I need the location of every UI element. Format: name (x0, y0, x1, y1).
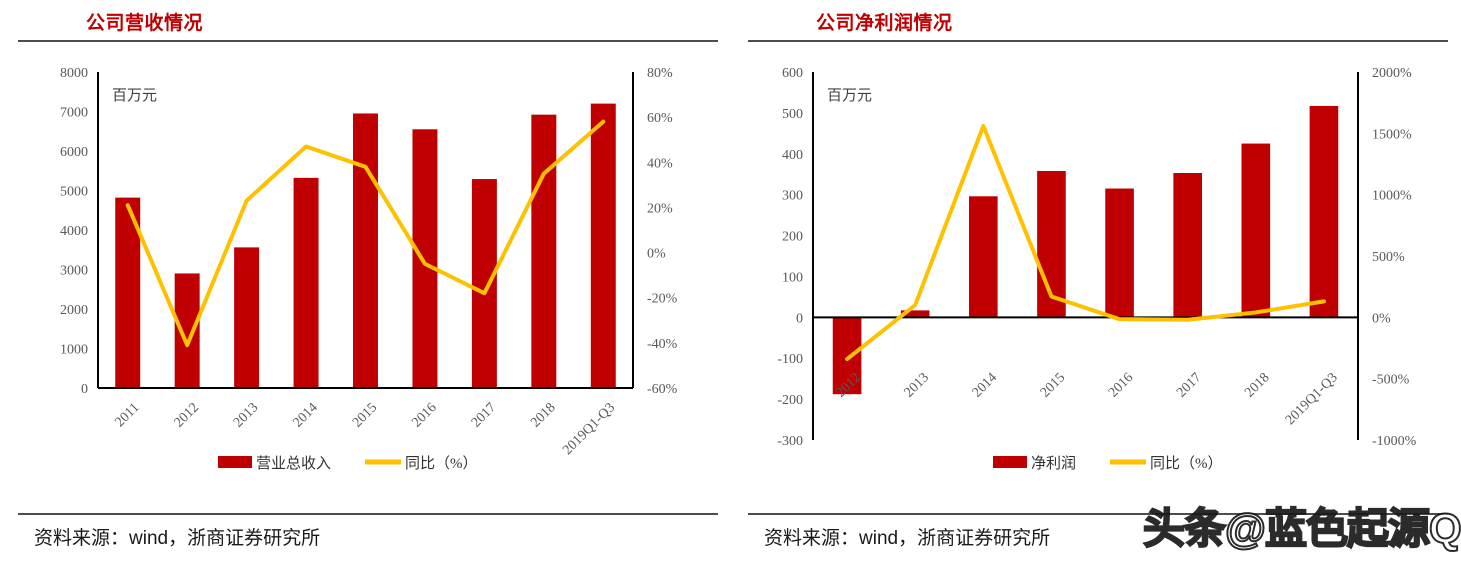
line-series-revenue (125, 119, 606, 348)
y-axis-unit-revenue: 百万元 (112, 88, 157, 104)
y2-axis-tick-revenue: -60% (647, 382, 678, 397)
bar-netprofit (1173, 172, 1202, 318)
y2-axis-tick-netprofit: 0% (1372, 311, 1391, 326)
y-axis-tick-revenue: 4000 (60, 224, 88, 239)
bar-netprofit (900, 310, 930, 318)
bar-revenue (174, 273, 200, 388)
y-axis-tick-revenue: 1000 (60, 343, 88, 358)
bottom-divider-left (18, 513, 718, 515)
source-note-left: 资料来源：wind，浙商证券研究所 (34, 523, 320, 550)
x-axis-tick-netprofit: 2015 (1038, 370, 1068, 400)
y2-axis-tick-netprofit: -500% (1372, 373, 1410, 388)
bar-netprofit (969, 196, 998, 318)
x-axis-tick-netprofit: 2013 (902, 370, 932, 400)
y-axis-tick-netprofit: 500 (782, 107, 803, 122)
y2-axis-tick-revenue: -40% (647, 337, 678, 352)
line-series-netprofit (845, 123, 1326, 362)
x-axis-tick-netprofit: 2019Q1-Q3 (1283, 370, 1341, 428)
y-axis-tick-revenue: 8000 (60, 66, 88, 81)
x-axis-tick-revenue: 2012 (172, 400, 202, 430)
bar-revenue (293, 177, 319, 388)
y-axis-tick-revenue: 3000 (60, 264, 88, 279)
legend-label-netprofit: 同比（%） (1150, 455, 1223, 472)
y2-axis-tick-netprofit: -1000% (1372, 434, 1417, 449)
x-axis-tick-revenue: 2016 (409, 400, 439, 430)
source-latin-right: wind (859, 528, 899, 549)
y-axis-tick-netprofit: -200 (777, 393, 803, 408)
y-axis-tick-revenue: 6000 (60, 145, 88, 160)
x-axis-tick-netprofit: 2016 (1106, 370, 1136, 400)
x-axis-tick-revenue: 2013 (231, 400, 261, 430)
x-axis-tick-revenue: 2015 (350, 400, 380, 430)
y-axis-tick-netprofit: 0 (796, 311, 803, 326)
bar-netprofit (1105, 188, 1134, 318)
panel-netprofit: 公司净利润情况 -300 -200 -100 0 100 200 300 400 500 600-… (748, 0, 1448, 566)
y2-axis-tick-revenue: 40% (647, 156, 673, 171)
y-axis-tick-revenue: 7000 (60, 106, 88, 121)
bar-netprofit (1309, 105, 1339, 318)
source-suffix-right: ，浙商证券研究所 (898, 528, 1051, 549)
y-axis-tick-netprofit: -100 (777, 352, 803, 367)
y2-axis-tick-revenue: -20% (647, 292, 678, 307)
x-axis-tick-revenue: 2019Q1-Q3 (560, 400, 618, 458)
source-latin-left: wind (129, 528, 169, 549)
source-prefix-right: 资料来源： (764, 528, 860, 549)
title-divider-right (748, 40, 1448, 42)
bar-revenue (412, 129, 438, 388)
y2-axis-tick-netprofit: 500% (1372, 250, 1405, 265)
chart-canvas-netprofit: -300 -200 -100 0 100 200 300 400 500 600 -1000% -50… (777, 66, 1417, 472)
source-note-right: 资料来源：wind，浙商证券研究所 (764, 523, 1050, 550)
x-axis-tick-revenue: 2014 (290, 400, 320, 430)
bar-revenue (353, 113, 378, 388)
legend-label-netprofit: 净利润 (1031, 455, 1076, 472)
y2-axis-tick-netprofit: 1000% (1372, 189, 1412, 204)
y-axis-tick-revenue: 2000 (60, 303, 88, 318)
bar-revenue (590, 103, 616, 388)
x-axis-tick-revenue: 2018 (528, 400, 558, 430)
y2-axis-tick-revenue: 20% (647, 201, 673, 216)
bottom-divider-right (748, 513, 1448, 515)
panel-title-revenue: 公司营收情况 (86, 13, 204, 34)
y-axis-tick-netprofit: 100 (782, 270, 803, 285)
y-axis-tick-netprofit: 300 (782, 189, 803, 204)
bar-revenue (531, 114, 557, 388)
legend-swatch-bar-revenue (218, 456, 252, 468)
x-axis-tick-netprofit: 2018 (1242, 370, 1272, 400)
x-axis-tick-netprofit: 2017 (1174, 370, 1204, 400)
title-divider-left (18, 40, 718, 42)
y2-axis-tick-netprofit: 2000% (1372, 66, 1412, 81)
y2-axis-tick-netprofit: 1500% (1372, 127, 1412, 142)
x-axis-tick-revenue: 2017 (469, 400, 499, 430)
panel-revenue: 公司营收情况 0 1000 2000 3000 4000 5000 6000 7000 8000… (18, 0, 718, 566)
panel-title-netprofit: 公司净利润情况 (816, 13, 953, 34)
source-prefix-left: 资料来源： (34, 528, 130, 549)
chart-canvas-revenue: 0 1000 2000 3000 4000 5000 6000 7000 8000 -60% -40… (60, 66, 678, 472)
y2-axis-tick-revenue: 80% (647, 66, 673, 81)
y-axis-tick-netprofit: -300 (777, 434, 803, 449)
bar-revenue (234, 247, 260, 388)
bar-netprofit (1241, 143, 1271, 318)
source-suffix-left: ，浙商证券研究所 (168, 528, 321, 549)
y-axis-tick-netprofit: 600 (782, 66, 803, 81)
y-axis-tick-netprofit: 200 (782, 230, 803, 245)
y-axis-tick-revenue: 0 (81, 382, 88, 397)
y-axis-tick-revenue: 5000 (60, 185, 88, 200)
bar-netprofit (832, 317, 862, 395)
y2-axis-tick-revenue: 0% (647, 247, 666, 262)
legend-label-revenue: 同比（%） (405, 455, 478, 472)
y-axis-unit-netprofit: 百万元 (827, 88, 872, 104)
x-axis-tick-revenue: 2011 (113, 400, 143, 430)
legend-swatch-bar-netprofit (993, 456, 1027, 468)
bar-revenue (471, 179, 497, 388)
y-axis-tick-netprofit: 400 (782, 148, 803, 163)
y2-axis-tick-revenue: 60% (647, 111, 673, 126)
legend-label-revenue: 营业总收入 (256, 455, 331, 472)
x-axis-tick-netprofit: 2014 (970, 370, 1000, 400)
